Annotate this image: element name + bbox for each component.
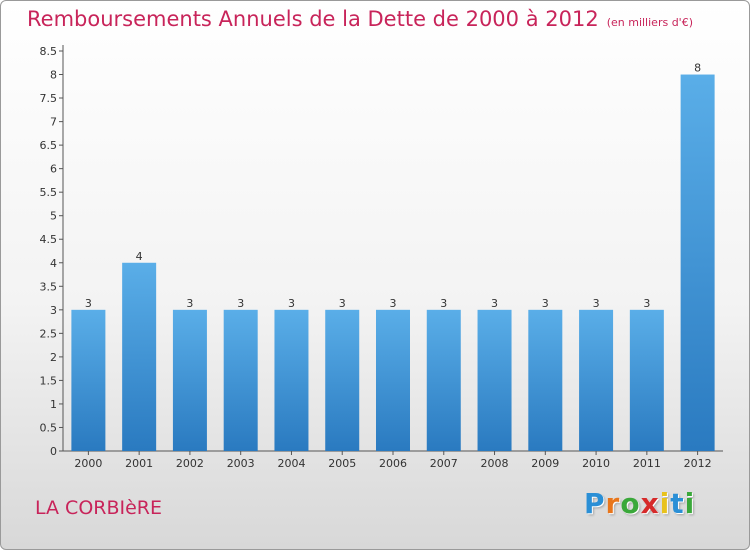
proxiti-logo: Proxiti bbox=[584, 487, 695, 520]
y-tick-label: 7 bbox=[50, 116, 57, 129]
bar-2003 bbox=[223, 309, 258, 451]
y-tick-label: 8 bbox=[50, 69, 57, 82]
x-tick-label-2001: 2001 bbox=[125, 457, 153, 470]
bar-2005 bbox=[325, 309, 360, 451]
y-tick-label: 0.5 bbox=[40, 421, 58, 434]
x-tick-label-2000: 2000 bbox=[74, 457, 102, 470]
bar-2011 bbox=[629, 309, 664, 451]
chart-unit: (en milliers d'€) bbox=[606, 16, 693, 29]
commune-name: LA CORBIèRE bbox=[35, 497, 163, 519]
x-tick-label-2011: 2011 bbox=[633, 457, 661, 470]
x-tick-label-2007: 2007 bbox=[430, 457, 458, 470]
y-tick-label: 5.5 bbox=[40, 186, 58, 199]
y-tick-label: 7.5 bbox=[40, 92, 58, 105]
logo-letter: o bbox=[620, 487, 641, 520]
x-tick-label-2002: 2002 bbox=[176, 457, 204, 470]
y-tick-label: 3.5 bbox=[40, 280, 58, 293]
data-label-2001: 4 bbox=[136, 250, 143, 263]
x-tick-label-2008: 2008 bbox=[481, 457, 509, 470]
logo-letter: x bbox=[640, 487, 660, 520]
x-tick-label-2010: 2010 bbox=[582, 457, 610, 470]
y-tick-label: 5 bbox=[50, 210, 57, 223]
data-label-2006: 3 bbox=[390, 297, 397, 310]
logo-letter: r bbox=[605, 487, 621, 520]
x-tick-label-2012: 2012 bbox=[684, 457, 712, 470]
logo-letter: i bbox=[684, 487, 696, 520]
data-label-2011: 3 bbox=[643, 297, 650, 310]
bar-2006 bbox=[376, 309, 410, 451]
bar-2000 bbox=[71, 309, 106, 451]
y-tick-label: 4 bbox=[50, 257, 57, 270]
y-tick-label: 6.5 bbox=[40, 139, 58, 152]
y-tick-label: 0 bbox=[50, 445, 57, 458]
logo-letter: t bbox=[670, 487, 685, 520]
data-label-2010: 3 bbox=[593, 297, 600, 310]
bar-2001 bbox=[122, 262, 157, 451]
x-tick-label-2006: 2006 bbox=[379, 457, 407, 470]
data-label-2004: 3 bbox=[288, 297, 295, 310]
y-tick-label: 4.5 bbox=[40, 233, 58, 246]
bar-2009 bbox=[528, 309, 563, 451]
y-tick-label: 1.5 bbox=[40, 374, 58, 387]
x-tick-label-2004: 2004 bbox=[277, 457, 305, 470]
data-label-2012: 8 bbox=[694, 62, 701, 75]
data-label-2009: 3 bbox=[542, 297, 549, 310]
chart-title-text: Remboursements Annuels de la Dette de 20… bbox=[27, 7, 599, 31]
y-tick-label: 2.5 bbox=[40, 327, 58, 340]
data-label-2008: 3 bbox=[491, 297, 498, 310]
x-tick-label-2003: 2003 bbox=[227, 457, 255, 470]
x-tick-label-2009: 2009 bbox=[531, 457, 559, 470]
y-tick-label: 2 bbox=[50, 351, 57, 364]
bar-2002 bbox=[172, 309, 207, 451]
y-tick-label: 3 bbox=[50, 304, 57, 317]
bar-2007 bbox=[426, 309, 461, 451]
x-tick-label-2005: 2005 bbox=[328, 457, 356, 470]
data-label-2003: 3 bbox=[237, 297, 244, 310]
y-tick-label: 1 bbox=[50, 398, 57, 411]
y-tick-label: 6 bbox=[50, 163, 57, 176]
data-label-2005: 3 bbox=[339, 297, 346, 310]
logo-letter: P bbox=[584, 487, 606, 520]
data-label-2007: 3 bbox=[440, 297, 447, 310]
data-label-2000: 3 bbox=[85, 297, 92, 310]
data-label-2002: 3 bbox=[186, 297, 193, 310]
bar-2010 bbox=[579, 309, 614, 451]
chart-title: Remboursements Annuels de la Dette de 20… bbox=[27, 7, 693, 31]
bar-2012 bbox=[680, 74, 715, 451]
bar-2008 bbox=[477, 309, 512, 451]
bar-2004 bbox=[274, 309, 309, 451]
logo-letter: i bbox=[659, 487, 671, 520]
y-tick-label: 8.5 bbox=[40, 45, 58, 58]
